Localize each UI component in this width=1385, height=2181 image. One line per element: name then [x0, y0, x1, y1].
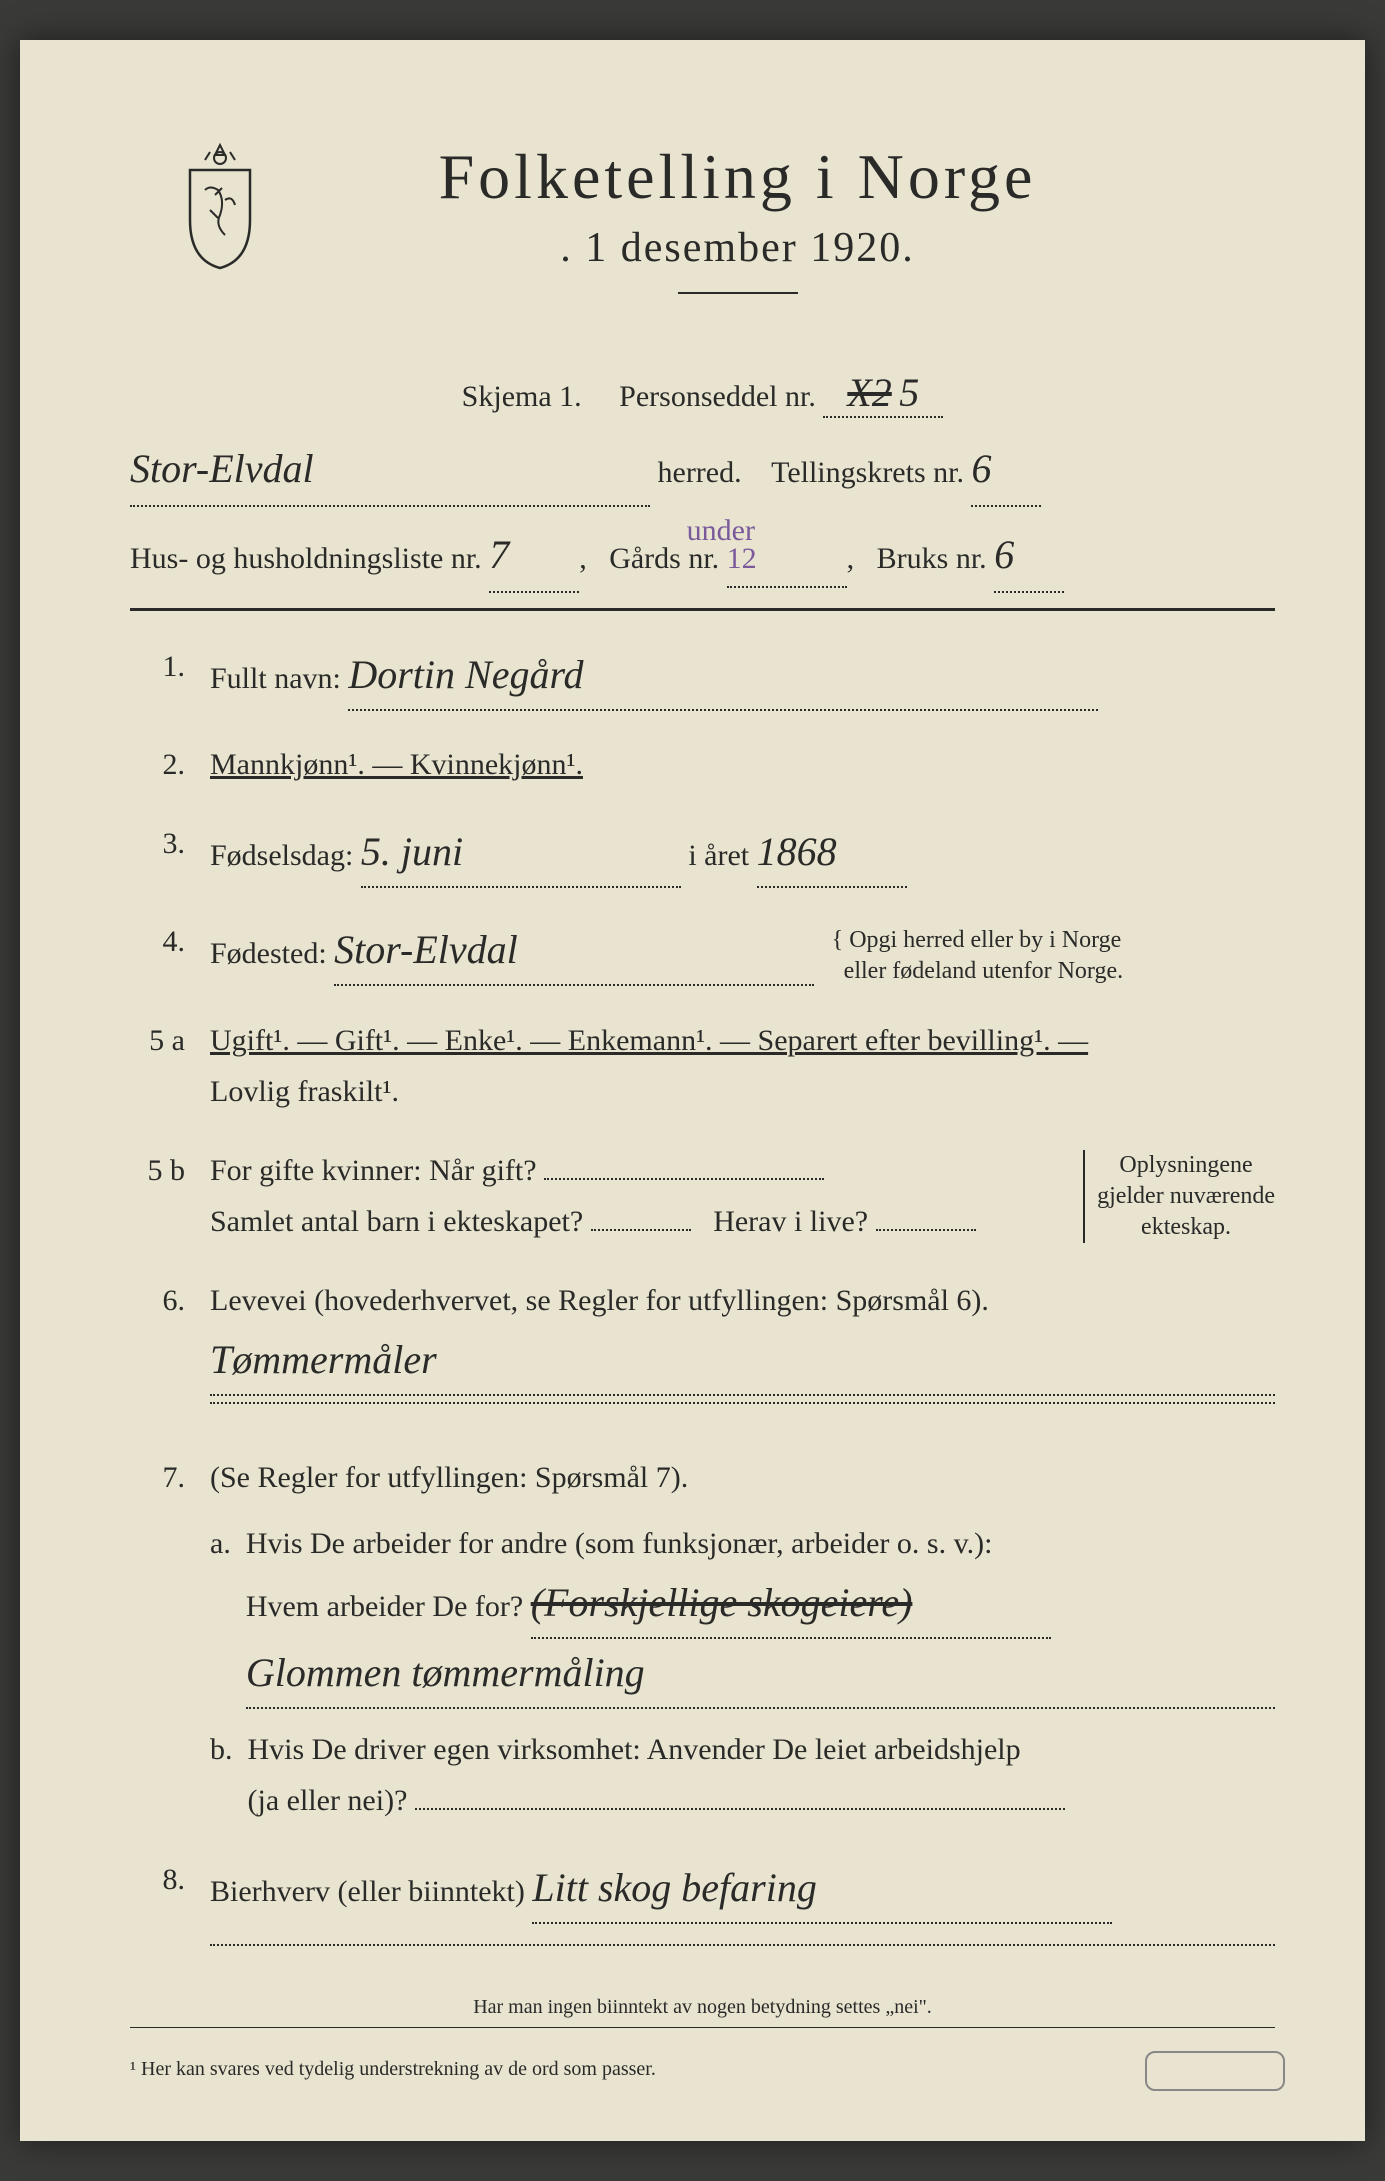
q3: 3. Fødselsdag: 5. juni i året 1868	[130, 818, 1275, 888]
q5b-l2a: Samlet antal barn i ekteskapet?	[210, 1205, 583, 1238]
q8: 8. Bierhverv (eller biinntekt) Litt skog…	[130, 1854, 1275, 1966]
subtitle: . 1 desember 1920.	[300, 224, 1175, 272]
bruks-nr: 6	[994, 532, 1014, 577]
q7a-val2: Glommen tømmermåling	[246, 1650, 645, 1695]
personseddel-struck: X2	[847, 370, 891, 415]
q7a-l1: Hvis De arbeider for andre (som funksjon…	[246, 1527, 993, 1560]
q5a-num: 5 a	[130, 1015, 185, 1117]
q5a: 5 a Ugift¹. — Gift¹. — Enke¹. — Enkemann…	[130, 1015, 1275, 1117]
q2-num: 2.	[130, 739, 185, 790]
herred-value: Stor-Elvdal	[130, 446, 314, 491]
q1-label: Fullt navn:	[210, 662, 341, 695]
title-rule	[678, 292, 798, 294]
q5b-note-l2: gjelder nuværende	[1097, 1183, 1275, 1209]
q5a-text: Ugift¹. — Gift¹. — Enke¹. — Enkemann¹. —…	[210, 1024, 1088, 1057]
tellingskrets-label: Tellingskrets nr.	[771, 456, 964, 489]
q7b-l2: (ja eller nei)?	[248, 1784, 408, 1817]
q7b-l1: Hvis De driver egen virksomhet: Anvender…	[248, 1733, 1021, 1766]
personseddel-nr: 5	[899, 370, 919, 415]
header: Folketelling i Norge . 1 desember 1920.	[170, 140, 1275, 329]
q3-num: 3.	[130, 818, 185, 888]
foot-rule	[130, 2027, 1275, 2028]
q4-num: 4.	[130, 916, 185, 987]
q3-label: Fødselsdag:	[210, 839, 353, 872]
footnote-2: ¹ Her kan svares ved tydelig understrekn…	[130, 2058, 1275, 2081]
q6: 6. Levevei (hovederhvervet, se Regler fo…	[130, 1275, 1275, 1424]
q4-note-l1: Opgi herred eller by i Norge	[849, 927, 1121, 953]
q8-num: 8.	[130, 1854, 185, 1966]
q1: 1. Fullt navn: Dortin Negård	[130, 641, 1275, 711]
coat-of-arms-icon	[170, 140, 270, 270]
q4-note: { Opgi herred eller by i Norge eller fød…	[832, 925, 1123, 987]
personseddel-label: Personseddel nr.	[619, 380, 816, 413]
census-form-page: Folketelling i Norge . 1 desember 1920. …	[20, 40, 1365, 2141]
q1-value: Dortin Negård	[348, 652, 583, 697]
q3-mid: i året	[688, 839, 749, 872]
q8-label: Bierhverv (eller biinntekt)	[210, 1875, 525, 1908]
q2: 2. Mannkjønn¹. — Kvinnekjønn¹.	[130, 739, 1275, 790]
q4-value: Stor-Elvdal	[334, 927, 518, 972]
q8-value: Litt skog befaring	[532, 1865, 816, 1910]
q7a-label: a.	[210, 1518, 231, 1709]
q5b-num: 5 b	[130, 1145, 185, 1247]
gards-note: under	[687, 504, 755, 558]
tellingskrets-nr: 6	[971, 446, 991, 491]
footnote-1: Har man ingen biinntekt av nogen betydni…	[130, 1996, 1275, 2019]
q5b: 5 b For gifte kvinner: Når gift? Samlet …	[130, 1145, 1275, 1247]
q2-text: Mannkjønn¹. — Kvinnekjønn¹.	[210, 748, 583, 781]
q6-rule	[210, 1402, 1275, 1404]
q5b-l2b: Herav i live?	[713, 1205, 868, 1238]
q4-note-l2: eller fødeland utenfor Norge.	[844, 958, 1123, 984]
herred-label: herred.	[658, 456, 742, 489]
q7-text: (Se Regler for utfyllingen: Spørsmål 7).	[210, 1461, 688, 1494]
form-id-line: Skjema 1. Personseddel nr. X2 5	[130, 369, 1275, 418]
q7: 7. (Se Regler for utfyllingen: Spørsmål …	[130, 1452, 1275, 1826]
q1-num: 1.	[130, 641, 185, 711]
q3-year: 1868	[757, 829, 837, 874]
stamp-icon	[1145, 2051, 1285, 2091]
herred-line: Stor-Elvdal herred. Tellingskrets nr. 6	[130, 433, 1275, 507]
heavy-rule-1	[130, 608, 1275, 611]
q5b-l1: For gifte kvinner: Når gift?	[210, 1154, 537, 1187]
q4-label: Fødested:	[210, 937, 327, 970]
q7a-val-struck: (Forskjellige skogeiere)	[531, 1580, 913, 1625]
q6-value: Tømmermåler	[210, 1337, 437, 1382]
q7b-label: b.	[210, 1724, 233, 1826]
q4: 4. Fødested: Stor-Elvdal { Opgi herred e…	[130, 916, 1275, 987]
q3-day: 5. juni	[361, 829, 463, 874]
q5b-note: Oplysningene gjelder nuværende ekteskap.	[1083, 1150, 1275, 1244]
husliste-line: Hus- og husholdningsliste nr. 7, Gårds n…	[130, 519, 1275, 593]
q6-text: Levevei (hovederhvervet, se Regler for u…	[210, 1284, 989, 1317]
title-block: Folketelling i Norge . 1 desember 1920.	[300, 140, 1275, 329]
q5a-text2: Lovlig fraskilt¹.	[210, 1075, 399, 1108]
q7a-l2: Hvem arbeider De for?	[246, 1590, 523, 1623]
q6-num: 6.	[130, 1275, 185, 1424]
main-title: Folketelling i Norge	[300, 140, 1175, 214]
husliste-label: Hus- og husholdningsliste nr.	[130, 542, 482, 575]
q7-num: 7.	[130, 1452, 185, 1826]
husliste-nr: 7	[489, 532, 509, 577]
skjema-label: Skjema 1.	[462, 380, 582, 413]
q5b-note-l1: Oplysningene	[1119, 1152, 1252, 1178]
q5b-note-l3: ekteskap.	[1141, 1214, 1231, 1240]
q8-rule	[210, 1944, 1275, 1946]
bruks-label: Bruks nr.	[877, 542, 987, 575]
